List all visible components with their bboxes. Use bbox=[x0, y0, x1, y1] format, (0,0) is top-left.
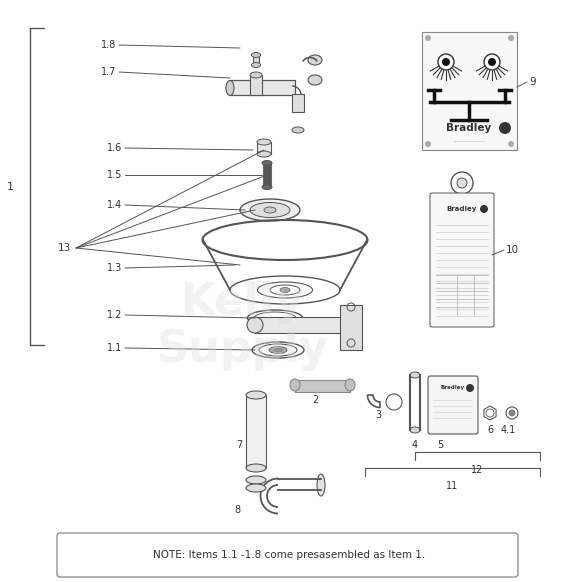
Ellipse shape bbox=[257, 151, 271, 157]
Text: 7: 7 bbox=[236, 440, 242, 450]
Text: 12: 12 bbox=[471, 465, 484, 475]
Bar bbox=[246, 395, 266, 468]
Text: 3: 3 bbox=[375, 410, 381, 420]
Ellipse shape bbox=[246, 464, 266, 472]
Circle shape bbox=[509, 410, 515, 416]
Text: 1.5: 1.5 bbox=[107, 170, 123, 180]
Ellipse shape bbox=[308, 75, 322, 85]
Text: 1: 1 bbox=[6, 182, 13, 191]
Text: 1.7: 1.7 bbox=[101, 67, 116, 77]
Ellipse shape bbox=[292, 127, 304, 133]
Ellipse shape bbox=[251, 52, 261, 58]
Bar bbox=[257, 142, 271, 154]
Bar bbox=[422, 32, 517, 150]
Ellipse shape bbox=[240, 199, 300, 221]
Text: 9: 9 bbox=[529, 77, 536, 87]
Text: 2: 2 bbox=[312, 395, 318, 405]
Text: 1.6: 1.6 bbox=[107, 143, 123, 153]
Circle shape bbox=[488, 58, 496, 66]
Text: 1.8: 1.8 bbox=[101, 40, 116, 50]
Ellipse shape bbox=[250, 203, 290, 218]
Text: Bradley: Bradley bbox=[441, 385, 465, 391]
Text: 13: 13 bbox=[58, 243, 71, 253]
FancyBboxPatch shape bbox=[428, 376, 478, 434]
FancyBboxPatch shape bbox=[57, 533, 518, 577]
Circle shape bbox=[438, 54, 454, 70]
Ellipse shape bbox=[269, 346, 287, 353]
Text: Bradley: Bradley bbox=[446, 123, 492, 133]
Bar bbox=[295, 380, 350, 392]
Ellipse shape bbox=[251, 62, 261, 68]
Text: Supply: Supply bbox=[157, 328, 329, 371]
Circle shape bbox=[508, 141, 514, 147]
Text: 8: 8 bbox=[234, 505, 240, 515]
Text: 1.3: 1.3 bbox=[107, 263, 123, 273]
Ellipse shape bbox=[345, 379, 355, 391]
Text: 4.1: 4.1 bbox=[501, 425, 516, 435]
Ellipse shape bbox=[262, 184, 272, 190]
Text: NOTE: Items 1.1 -1.8 come presasembled as Item 1.: NOTE: Items 1.1 -1.8 come presasembled a… bbox=[153, 550, 425, 560]
Bar bbox=[250, 75, 262, 95]
Circle shape bbox=[457, 178, 467, 188]
Text: 6: 6 bbox=[487, 425, 493, 435]
Bar bbox=[230, 80, 295, 95]
Ellipse shape bbox=[410, 427, 420, 433]
Bar bbox=[340, 305, 362, 350]
Ellipse shape bbox=[246, 484, 266, 492]
Circle shape bbox=[466, 384, 474, 392]
Circle shape bbox=[442, 58, 450, 66]
Circle shape bbox=[508, 35, 514, 41]
Text: _______________: _______________ bbox=[453, 138, 485, 142]
Text: 4: 4 bbox=[412, 440, 418, 450]
Ellipse shape bbox=[280, 288, 290, 293]
FancyBboxPatch shape bbox=[430, 193, 494, 327]
Text: 1.1: 1.1 bbox=[107, 343, 123, 353]
Ellipse shape bbox=[264, 207, 276, 213]
Circle shape bbox=[499, 122, 511, 134]
Text: 5: 5 bbox=[437, 440, 443, 450]
Bar bbox=[263, 163, 271, 187]
Bar bbox=[255, 317, 350, 333]
Ellipse shape bbox=[246, 391, 266, 399]
Circle shape bbox=[484, 54, 500, 70]
Text: 1.4: 1.4 bbox=[107, 200, 123, 210]
Ellipse shape bbox=[317, 474, 325, 496]
Ellipse shape bbox=[274, 348, 282, 352]
Ellipse shape bbox=[308, 55, 322, 65]
Circle shape bbox=[480, 205, 488, 213]
Text: 11: 11 bbox=[446, 481, 458, 491]
Circle shape bbox=[425, 141, 431, 147]
Ellipse shape bbox=[290, 379, 300, 391]
Bar bbox=[253, 55, 259, 65]
Text: 1.2: 1.2 bbox=[107, 310, 123, 320]
Ellipse shape bbox=[262, 161, 272, 165]
Text: 10: 10 bbox=[506, 245, 519, 255]
Text: Kelly: Kelly bbox=[181, 281, 305, 324]
Circle shape bbox=[425, 35, 431, 41]
Text: Bradley: Bradley bbox=[447, 206, 477, 212]
Ellipse shape bbox=[250, 72, 262, 78]
Bar bbox=[292, 94, 304, 112]
Ellipse shape bbox=[226, 80, 234, 95]
Ellipse shape bbox=[410, 372, 420, 378]
Ellipse shape bbox=[246, 476, 266, 484]
Ellipse shape bbox=[247, 317, 263, 333]
Ellipse shape bbox=[257, 139, 271, 145]
